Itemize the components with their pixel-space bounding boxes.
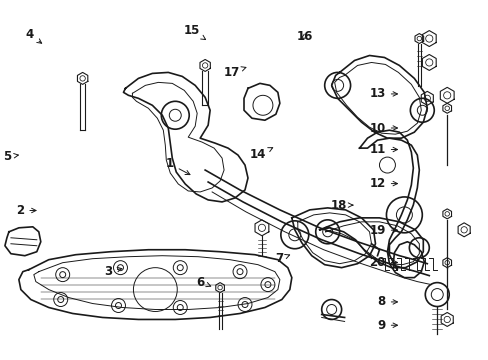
Polygon shape	[319, 218, 423, 268]
Polygon shape	[291, 208, 375, 268]
Text: 2: 2	[16, 204, 36, 217]
Text: 15: 15	[183, 24, 205, 40]
Text: 4: 4	[26, 28, 41, 43]
Text: 1: 1	[165, 157, 189, 175]
Text: 12: 12	[369, 177, 397, 190]
Text: 3: 3	[103, 265, 122, 278]
Polygon shape	[123, 72, 247, 202]
Text: 6: 6	[196, 276, 210, 289]
Text: 9: 9	[377, 319, 397, 332]
Text: 10: 10	[369, 122, 397, 135]
Text: 16: 16	[296, 30, 312, 43]
Text: 20: 20	[369, 256, 397, 269]
Polygon shape	[5, 227, 41, 256]
Text: 17: 17	[223, 66, 245, 79]
Polygon shape	[244, 84, 279, 120]
Text: 5: 5	[3, 150, 19, 163]
Text: 18: 18	[330, 199, 352, 212]
Text: 19: 19	[368, 224, 397, 237]
Text: 8: 8	[377, 296, 397, 309]
Polygon shape	[19, 250, 291, 319]
Text: 11: 11	[369, 143, 397, 156]
Text: 14: 14	[249, 148, 272, 161]
Polygon shape	[331, 55, 427, 138]
Text: 13: 13	[369, 87, 397, 100]
Text: 7: 7	[275, 252, 289, 265]
Polygon shape	[359, 130, 424, 278]
